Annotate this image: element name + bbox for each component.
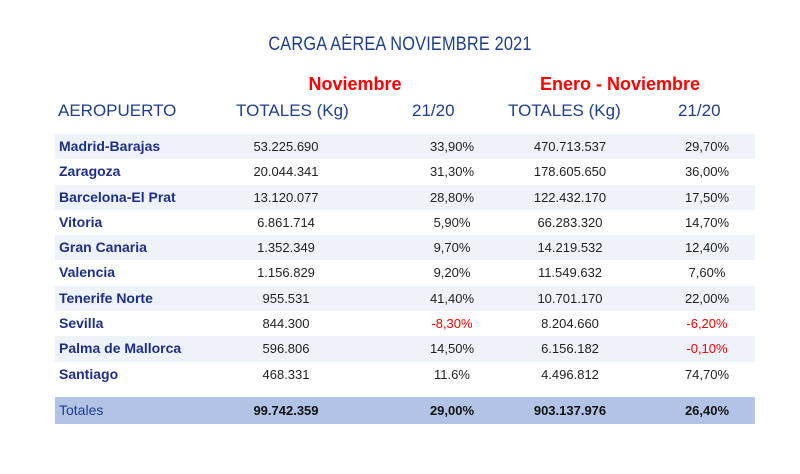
nov-var-cell: 33,90%	[429, 139, 475, 154]
data-table-body: Madrid-Barajas 53.225.690 33,90% 470.713.53…	[55, 134, 755, 387]
totals-nov-var: 29,00%	[429, 403, 475, 418]
airport-name: Gran Canaria	[59, 239, 147, 256]
airport-name: Madrid-Barajas	[59, 138, 161, 154]
airport-name: Sevilla	[59, 315, 104, 332]
nov-var-cell: 14,50%	[429, 341, 475, 357]
ytd-var-cell: 17,50%	[684, 189, 730, 205]
airport-name: Tenerife Norte	[59, 289, 153, 306]
totals-ytd-var: 26,40%	[684, 403, 730, 418]
nov-total-cell: 1.352.349	[257, 240, 315, 256]
ytd-total-cell: 14.219.532	[537, 240, 603, 256]
column-header-nov-total: TOTALES (Kg)	[236, 101, 349, 120]
table-row: Tenerife Norte 955.531 41,40% 10.701.170 22,…	[55, 285, 755, 312]
totals-nov-total: 99.742.359	[253, 403, 319, 418]
nov-total-cell: 844.300	[262, 316, 310, 332]
table-row: Gran Canaria 1.352.349 9,70% 14.219.532 12,4…	[55, 235, 755, 261]
table-row: Sevilla 844.300 -8,30% 8.204.660 -6,20%	[55, 311, 755, 336]
nov-total-cell: 53.225.690	[253, 139, 319, 154]
column-header-nov-var: 21/20	[412, 101, 455, 120]
ytd-var-cell: 14,70%	[684, 214, 730, 230]
ytd-total-cell: 470.713.537	[533, 139, 607, 154]
ytd-total-cell: 6.156.182	[541, 341, 599, 357]
airport-name: Barcelona-El Prat	[59, 188, 176, 205]
nov-var-cell: 5,90%	[433, 214, 471, 230]
nov-var-cell: 31,30%	[429, 164, 475, 180]
ytd-total-cell: 10.701.170	[537, 290, 603, 306]
column-header-ytd-var: 21/20	[678, 101, 721, 120]
airport-name: Palma de Mallorca	[59, 340, 182, 357]
column-header-airport: AEROPUERTO	[58, 101, 177, 120]
nov-total-cell: 20.044.341	[253, 164, 319, 180]
column-header-ytd-total: TOTALES (Kg)	[508, 101, 621, 120]
airport-name: Zaragoza	[59, 163, 121, 180]
table-row: Zaragoza 20.044.341 31,30% 178.605.650 36,00…	[55, 159, 755, 184]
ytd-var-cell: 12,40%	[684, 240, 730, 256]
table-row: Barcelona-El Prat 13.120.077 28,80% 122.432…	[55, 184, 755, 210]
ytd-total-cell: 178.605.650	[533, 164, 607, 180]
nov-total-cell: 955.531	[262, 290, 310, 306]
nov-var-cell: -8,30%	[431, 316, 473, 332]
ytd-total-cell: 66.283.320	[537, 214, 603, 230]
ytd-total-cell: 4.496.812	[541, 366, 599, 382]
ytd-var-cell: 36,00%	[684, 164, 730, 180]
nov-total-cell: 6.861.714	[257, 214, 315, 230]
nov-var-cell: 11.6%	[434, 366, 470, 382]
table-row: Santiago 468.331 11.6% 4.496.812 74,70%	[55, 362, 755, 387]
table-row: Palma de Mallorca 596.806 14,50% 6.156.182 -…	[55, 336, 755, 362]
ytd-total-cell: 8.204.660	[541, 316, 599, 332]
totals-ytd-total: 903.137.976	[533, 403, 607, 418]
ytd-var-cell: 74,70%	[684, 366, 730, 382]
page-title: CARGA AÉREA NOVIEMBRE 2021	[268, 34, 532, 55]
table-row: Madrid-Barajas 53.225.690 33,90% 470.713.53…	[55, 134, 755, 160]
nov-var-cell: 9,70%	[433, 240, 471, 256]
nov-total-cell: 13.120.077	[253, 189, 319, 205]
table-row: Valencia 1.156.829 9,20% 11.549.632 7,60%	[55, 260, 755, 285]
nov-var-cell: 28,80%	[429, 189, 475, 205]
nov-var-cell: 9,20%	[433, 265, 471, 281]
nov-total-cell: 1.156.829	[257, 265, 315, 281]
ytd-total-cell: 122.432.170	[533, 189, 607, 205]
airport-name: Santiago	[59, 365, 119, 382]
airport-name: Valencia	[59, 264, 116, 281]
totals-row: Totales 99.742.359 29,00% 903.137.976 26…	[55, 397, 755, 424]
nov-total-cell: 596.806	[262, 341, 310, 357]
ytd-var-cell: 22,00%	[684, 290, 730, 306]
group-header-noviembre: Noviembre	[308, 74, 402, 94]
table-row: Vitoria 6.861.714 5,90% 66.283.320 14,70%	[55, 210, 755, 235]
nov-total-cell: 468.331	[262, 366, 310, 382]
nov-var-cell: 41,40%	[429, 290, 475, 306]
ytd-var-cell: -6,20%	[686, 316, 728, 332]
ytd-var-cell: -0,10%	[686, 341, 728, 357]
airport-name: Vitoria	[59, 213, 103, 230]
totals-label: Totales	[59, 402, 104, 418]
group-header-enero-noviembre: Enero - Noviembre	[539, 74, 701, 94]
ytd-var-cell: 29,70%	[684, 139, 730, 154]
ytd-total-cell: 11.549.632	[537, 265, 603, 281]
ytd-var-cell: 7,60%	[688, 265, 726, 281]
